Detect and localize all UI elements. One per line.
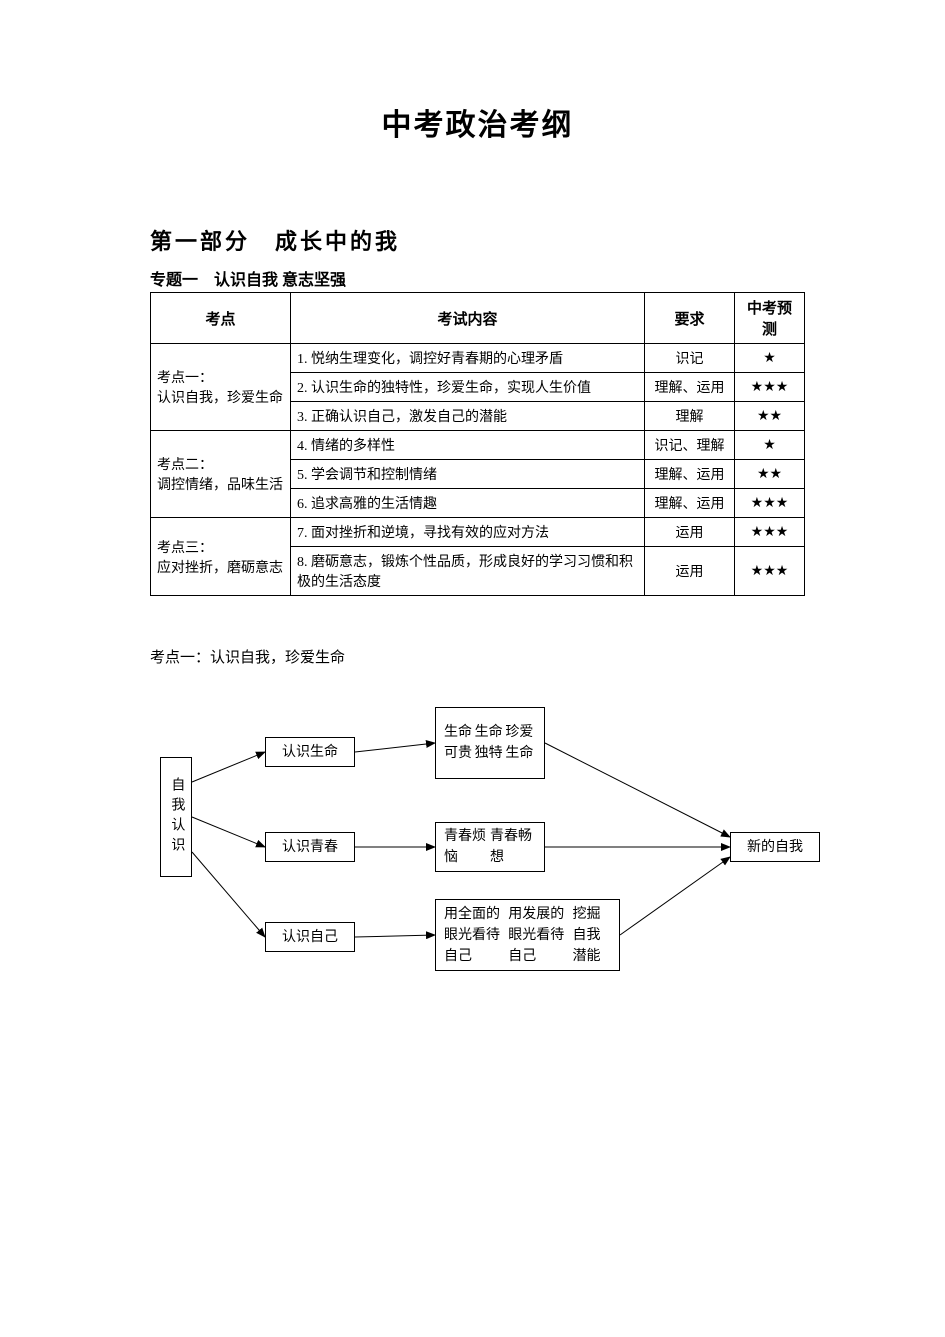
topic-title: 专题一 认识自我 意志坚强 [150,266,805,290]
flowchart-node-mid1: 认识生命 [265,737,355,767]
requirement-cell: 识记 [645,344,735,373]
flowchart-edge [355,935,435,937]
exam-outline-table: 考点 考试内容 要求 中考预测 考点一：认识自我，珍爱生命1. 悦纳生理变化，调… [150,292,805,596]
prediction-cell: ★★★ [735,518,805,547]
requirement-cell: 识记、理解 [645,431,735,460]
prediction-cell: ★★★ [735,547,805,596]
prediction-cell: ★ [735,344,805,373]
point-one-heading: 考点一：认识自我，珍爱生命 [150,646,805,667]
flowchart-node-mid2: 认识青春 [265,832,355,862]
content-cell: 6. 追求高雅的生活情趣 [291,489,645,518]
prediction-cell: ★★ [735,402,805,431]
flowchart-node-final: 新的自我 [730,832,820,862]
exam-point-cell: 考点一：认识自我，珍爱生命 [151,344,291,431]
flowchart-node-root: 自我认识 [160,757,192,877]
flowchart-edge [192,852,265,937]
prediction-cell: ★★ [735,460,805,489]
exam-point-cell: 考点二：调控情绪，品味生活 [151,431,291,518]
col-header-point: 考点 [151,293,291,344]
requirement-cell: 理解、运用 [645,489,735,518]
col-header-pred: 中考预测 [735,293,805,344]
exam-point-cell: 考点三：应对挫折，磨砺意志 [151,518,291,596]
part-title: 第一部分 成长中的我 [150,224,805,256]
prediction-cell: ★★★ [735,489,805,518]
content-cell: 2. 认识生命的独特性，珍爱生命，实现人生价值 [291,373,645,402]
flowchart-edge [192,817,265,847]
prediction-cell: ★ [735,431,805,460]
knowledge-flowchart: 自我认识 认识生命认识青春认识自己 生命可贵生命独特珍爱生命青春烦恼青春畅想用全面的… [150,687,830,997]
flowchart-edge [355,743,435,752]
flowchart-node-mid3: 认识自己 [265,922,355,952]
flowchart-edge [545,743,730,837]
requirement-cell: 运用 [645,547,735,596]
content-cell: 3. 正确认识自己，激发自己的潜能 [291,402,645,431]
table-header-row: 考点 考试内容 要求 中考预测 [151,293,805,344]
requirement-cell: 运用 [645,518,735,547]
content-cell: 7. 面对挫折和逆境，寻找有效的应对方法 [291,518,645,547]
content-cell: 1. 悦纳生理变化，调控好青春期的心理矛盾 [291,344,645,373]
requirement-cell: 理解、运用 [645,373,735,402]
table-row: 考点一：认识自我，珍爱生命1. 悦纳生理变化，调控好青春期的心理矛盾识记★ [151,344,805,373]
flowchart-node-r3: 用全面的眼光看待自己用发展的眼光看待自己挖掘自我潜能 [435,899,620,971]
col-header-content: 考试内容 [291,293,645,344]
table-row: 考点三：应对挫折，磨砺意志7. 面对挫折和逆境，寻找有效的应对方法运用★★★ [151,518,805,547]
flowchart-edge [192,752,265,782]
col-header-req: 要求 [645,293,735,344]
prediction-cell: ★★★ [735,373,805,402]
flowchart-node-r1: 生命可贵生命独特珍爱生命 [435,707,545,779]
requirement-cell: 理解 [645,402,735,431]
table-row: 考点二：调控情绪，品味生活4. 情绪的多样性识记、理解★ [151,431,805,460]
content-cell: 4. 情绪的多样性 [291,431,645,460]
content-cell: 8. 磨砺意志，锻炼个性品质，形成良好的学习习惯和积极的生活态度 [291,547,645,596]
document-title: 中考政治考纲 [150,100,805,144]
flowchart-node-r2: 青春烦恼青春畅想 [435,822,545,872]
requirement-cell: 理解、运用 [645,460,735,489]
flowchart-edge [620,857,730,935]
content-cell: 5. 学会调节和控制情绪 [291,460,645,489]
